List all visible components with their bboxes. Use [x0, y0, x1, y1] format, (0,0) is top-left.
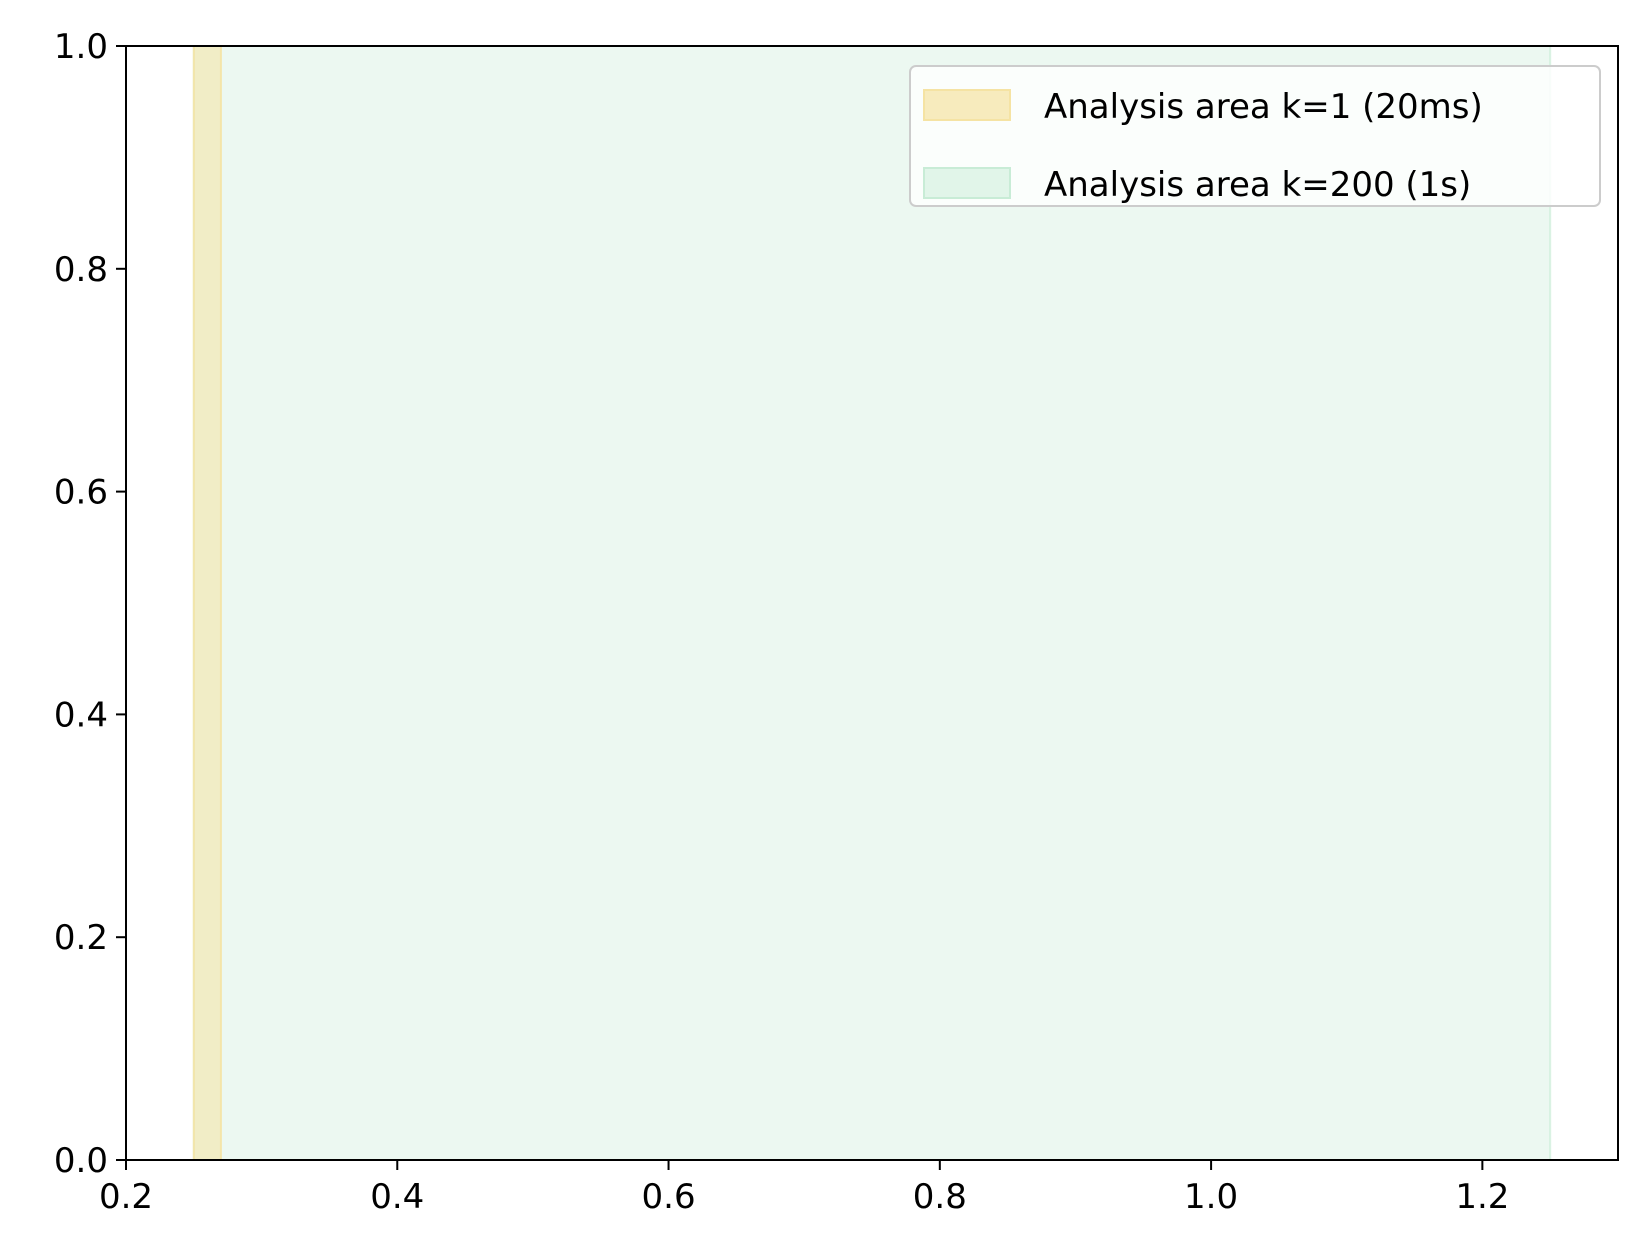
- axes-frame: [125, 45, 1619, 1161]
- legend: Analysis area k=1 (20ms) Analysis area k=…: [909, 65, 1601, 207]
- x-tick-label: 0.6: [642, 1177, 696, 1217]
- x-tick-label: 0.8: [913, 1177, 967, 1217]
- y-tick-label: 0.6: [54, 473, 108, 513]
- span-2: [192, 45, 1552, 1161]
- y-axis-ticks: 0.0 0.2 0.4 0.6 0.8 1.0: [54, 27, 126, 1181]
- x-tick-label: 0.2: [99, 1177, 153, 1217]
- legend-label: Analysis area k=1 (20ms): [1044, 87, 1483, 127]
- span-1: [192, 45, 222, 1161]
- legend-label: Analysis area k=200 (1s): [1044, 165, 1471, 205]
- x-tick-label: 1.0: [1184, 1177, 1238, 1217]
- x-axis-ticks: 0.2 0.4 0.6 0.8 1.0 1.2: [99, 1160, 1509, 1217]
- y-tick-label: 0.8: [54, 250, 108, 290]
- y-tick-label: 1.0: [54, 27, 108, 67]
- legend-box: [909, 65, 1601, 207]
- span-layer: [192, 45, 1552, 1161]
- legend-swatch: [923, 89, 1011, 121]
- y-tick-label: 0.2: [54, 918, 108, 958]
- x-tick-label: 0.4: [370, 1177, 424, 1217]
- legend-swatch: [923, 167, 1011, 199]
- y-tick-label: 0.4: [54, 695, 108, 735]
- x-tick-label: 1.2: [1455, 1177, 1509, 1217]
- y-tick-label: 0.0: [54, 1141, 108, 1181]
